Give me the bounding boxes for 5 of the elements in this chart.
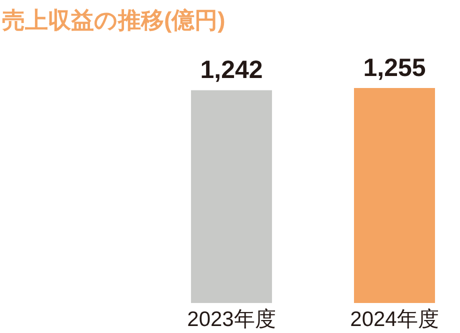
x-tick-label: 2024年度: [350, 308, 439, 331]
chart-title: 売上収益の推移(億円): [2, 7, 226, 33]
x-tick-label: 2023年度: [187, 308, 276, 331]
data-label: 1,255: [363, 54, 426, 82]
data-label: 1,242: [200, 56, 263, 84]
